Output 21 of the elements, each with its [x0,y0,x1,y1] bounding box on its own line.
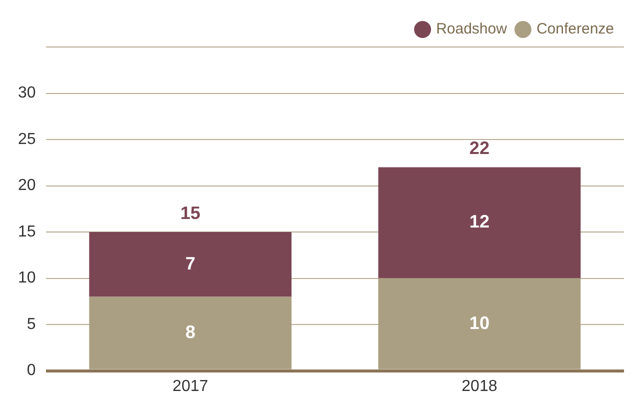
bar [378,167,581,278]
total-label: 15 [180,202,200,223]
y-tick-label: 25 [18,130,36,148]
y-tick-label: 15 [18,223,36,240]
data-label: 10 [469,312,490,333]
data-label: 12 [469,212,490,232]
bar [89,232,292,297]
y-tick-label: 0 [26,362,36,380]
x-tick-label: 2017 [172,378,208,395]
x-tick-label: 2018 [462,378,498,395]
legend-label: Roadshow [436,20,508,38]
total-label: 22 [469,138,490,158]
data-label: 8 [185,322,196,342]
y-tick-label: 5 [26,316,36,333]
bar [378,278,581,370]
y-tick-label: 20 [18,177,36,194]
legend-label: Conferenze [536,20,614,38]
y-tick-label: 10 [18,270,36,287]
bar [89,296,292,370]
y-tick-label: 30 [18,84,36,102]
data-label: 7 [185,253,196,274]
